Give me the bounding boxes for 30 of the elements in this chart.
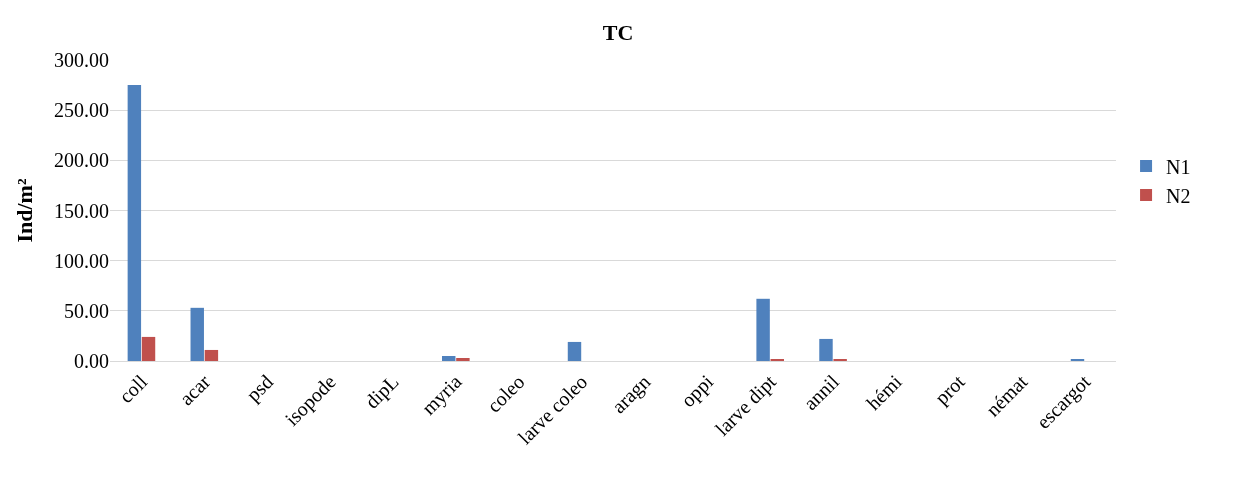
x-tick-label: acar	[175, 370, 215, 410]
y-tick-label: 200.00	[54, 149, 109, 172]
legend-label: N2	[1166, 184, 1191, 207]
x-tick-label: coll	[114, 370, 152, 408]
bar	[833, 358, 847, 361]
x-tick-label: coleo	[482, 370, 529, 417]
y-tick-label: 150.00	[54, 199, 109, 222]
bar	[456, 357, 470, 361]
x-tick-label: oppi	[676, 370, 719, 412]
y-tick-label: 250.00	[54, 99, 109, 122]
bar	[819, 338, 833, 361]
y-axis-title: Ind/m²	[11, 178, 37, 243]
bar	[190, 307, 204, 361]
y-tick-label: 0.00	[74, 350, 109, 372]
legend-label: N1	[1166, 155, 1191, 178]
bar	[141, 336, 156, 361]
bar	[756, 298, 770, 361]
chart-title: TC	[602, 20, 634, 46]
x-tick-label: dipL	[360, 370, 404, 414]
bar	[442, 355, 456, 361]
bar	[1070, 358, 1085, 361]
y-tick-label: 50.00	[64, 299, 109, 322]
x-tick-label: psd	[241, 370, 278, 407]
bar	[770, 358, 784, 361]
y-tick-label: 100.00	[54, 249, 109, 272]
bar	[567, 341, 582, 361]
bar	[127, 85, 142, 361]
x-tick-label: prot	[930, 370, 970, 410]
y-tick-label: 300.00	[54, 49, 109, 71]
bar	[204, 349, 219, 361]
